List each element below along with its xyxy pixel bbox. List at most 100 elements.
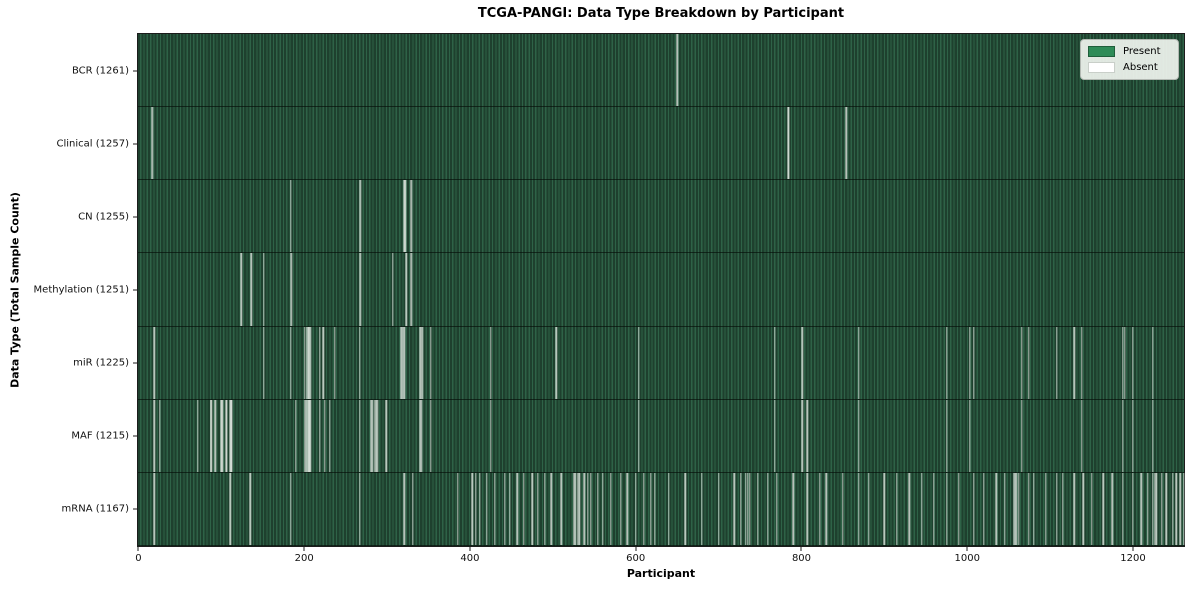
- absent-line-marker: [1080, 399, 1083, 472]
- absent-line-marker: [1132, 399, 1134, 472]
- absent-line-marker: [210, 399, 213, 472]
- absent-line-marker: [1152, 472, 1154, 545]
- absent-line-marker: [676, 34, 678, 107]
- absent-line-marker: [309, 399, 311, 472]
- absent-line-marker: [421, 399, 423, 472]
- absent-line-marker: [788, 107, 790, 180]
- absent-line-marker: [307, 326, 310, 399]
- y-tick-label: BCR (1261): [71, 65, 129, 77]
- absent-line-marker: [410, 180, 412, 253]
- absent-line-marker: [151, 107, 154, 180]
- absent-line-marker: [377, 399, 379, 472]
- absent-line-marker: [1111, 472, 1113, 545]
- absent-line-marker: [620, 472, 622, 545]
- absent-line-marker: [857, 326, 860, 399]
- x-tick-label: 0: [135, 553, 142, 564]
- absent-line-marker: [945, 472, 948, 545]
- chart-title: TCGA-PANGI: Data Type Breakdown by Parti…: [477, 6, 845, 21]
- absent-line-marker: [475, 472, 477, 545]
- legend-label: Absent: [1123, 62, 1158, 73]
- absent-line-marker: [537, 472, 539, 545]
- absent-line-marker: [1140, 472, 1143, 545]
- absent-line-marker: [801, 399, 804, 472]
- absent-line-marker: [1102, 472, 1104, 545]
- absent-line-marker: [319, 399, 321, 472]
- absent-line-marker: [295, 399, 297, 472]
- absent-line-marker: [359, 326, 361, 399]
- absent-line-marker: [509, 472, 511, 545]
- legend-item-present: Present: [1088, 46, 1170, 57]
- absent-line-marker: [305, 399, 307, 472]
- legend-swatch-present: [1088, 46, 1115, 57]
- heatmap-row-clinical: [138, 107, 1184, 181]
- heatmap-row-mrna: [138, 472, 1185, 546]
- absent-line-marker: [531, 472, 533, 545]
- absent-line-marker: [1080, 326, 1083, 399]
- absent-line-marker: [1122, 472, 1124, 545]
- absent-line-marker: [867, 472, 870, 545]
- absent-line-marker: [153, 326, 155, 399]
- absent-line-marker: [857, 399, 860, 472]
- absent-line-marker: [359, 399, 361, 472]
- heatmap-row-cn: [138, 180, 1184, 254]
- y-tick-mark: [133, 289, 137, 291]
- absent-line-marker: [226, 399, 228, 472]
- absent-line-marker: [649, 472, 652, 545]
- absent-line-marker: [920, 472, 923, 545]
- absent-line-marker: [1027, 472, 1030, 545]
- absent-line-marker: [1056, 326, 1058, 399]
- absent-line-marker: [308, 326, 310, 399]
- y-axis-title: Data Type (Total Sample Count): [8, 192, 22, 388]
- absent-line-marker: [543, 472, 546, 545]
- absent-line-marker: [733, 472, 736, 545]
- absent-line-marker: [825, 472, 828, 545]
- y-tick-label: Methylation (1251): [33, 284, 129, 296]
- absent-line-marker: [626, 472, 629, 545]
- absent-line-marker: [1122, 399, 1124, 472]
- heatmap-row-maf: [138, 399, 1184, 473]
- x-tick-label: 400: [460, 553, 480, 564]
- absent-line-marker: [586, 472, 589, 545]
- absent-line-marker: [307, 399, 310, 472]
- absent-line-marker: [403, 180, 406, 253]
- absent-line-marker: [229, 472, 232, 545]
- absent-line-marker: [1073, 472, 1075, 545]
- absent-line-marker: [231, 399, 233, 472]
- absent-line-marker: [717, 472, 720, 545]
- legend-label: Present: [1123, 46, 1161, 57]
- absent-line-marker: [792, 472, 794, 545]
- absent-line-marker: [262, 326, 265, 399]
- absent-line-marker: [1147, 472, 1149, 545]
- absent-line-marker: [578, 472, 581, 545]
- absent-line-marker: [1017, 472, 1020, 545]
- absent-line-marker: [969, 399, 971, 472]
- absent-line-marker: [290, 180, 292, 253]
- absent-line-marker: [359, 253, 361, 326]
- absent-line-marker: [412, 472, 414, 545]
- absent-line-marker: [405, 253, 407, 326]
- absent-line-marker: [746, 472, 749, 545]
- absent-line-marker: [373, 399, 376, 472]
- y-tick-mark: [133, 70, 137, 72]
- absent-line-marker: [375, 399, 377, 472]
- y-tick-label: miR (1225): [73, 357, 129, 369]
- absent-line-marker: [322, 326, 324, 399]
- legend-swatch-absent: [1088, 62, 1115, 73]
- y-tick-mark: [133, 143, 137, 145]
- absent-line-marker: [883, 472, 886, 545]
- absent-line-marker: [471, 472, 474, 545]
- absent-line-marker: [684, 472, 687, 545]
- x-tick-label: 800: [791, 553, 812, 564]
- absent-line-marker: [1012, 472, 1015, 545]
- absent-line-marker: [857, 472, 860, 545]
- absent-line-marker: [775, 472, 778, 545]
- absent-line-marker: [229, 399, 232, 472]
- absent-line-marker: [766, 472, 769, 545]
- absent-line-marker: [1165, 472, 1167, 545]
- x-tick-mark: [966, 547, 968, 551]
- absent-line-marker: [638, 326, 640, 399]
- absent-line-marker: [550, 472, 552, 545]
- absent-line-marker: [1152, 326, 1154, 399]
- absent-line-marker: [1027, 326, 1030, 399]
